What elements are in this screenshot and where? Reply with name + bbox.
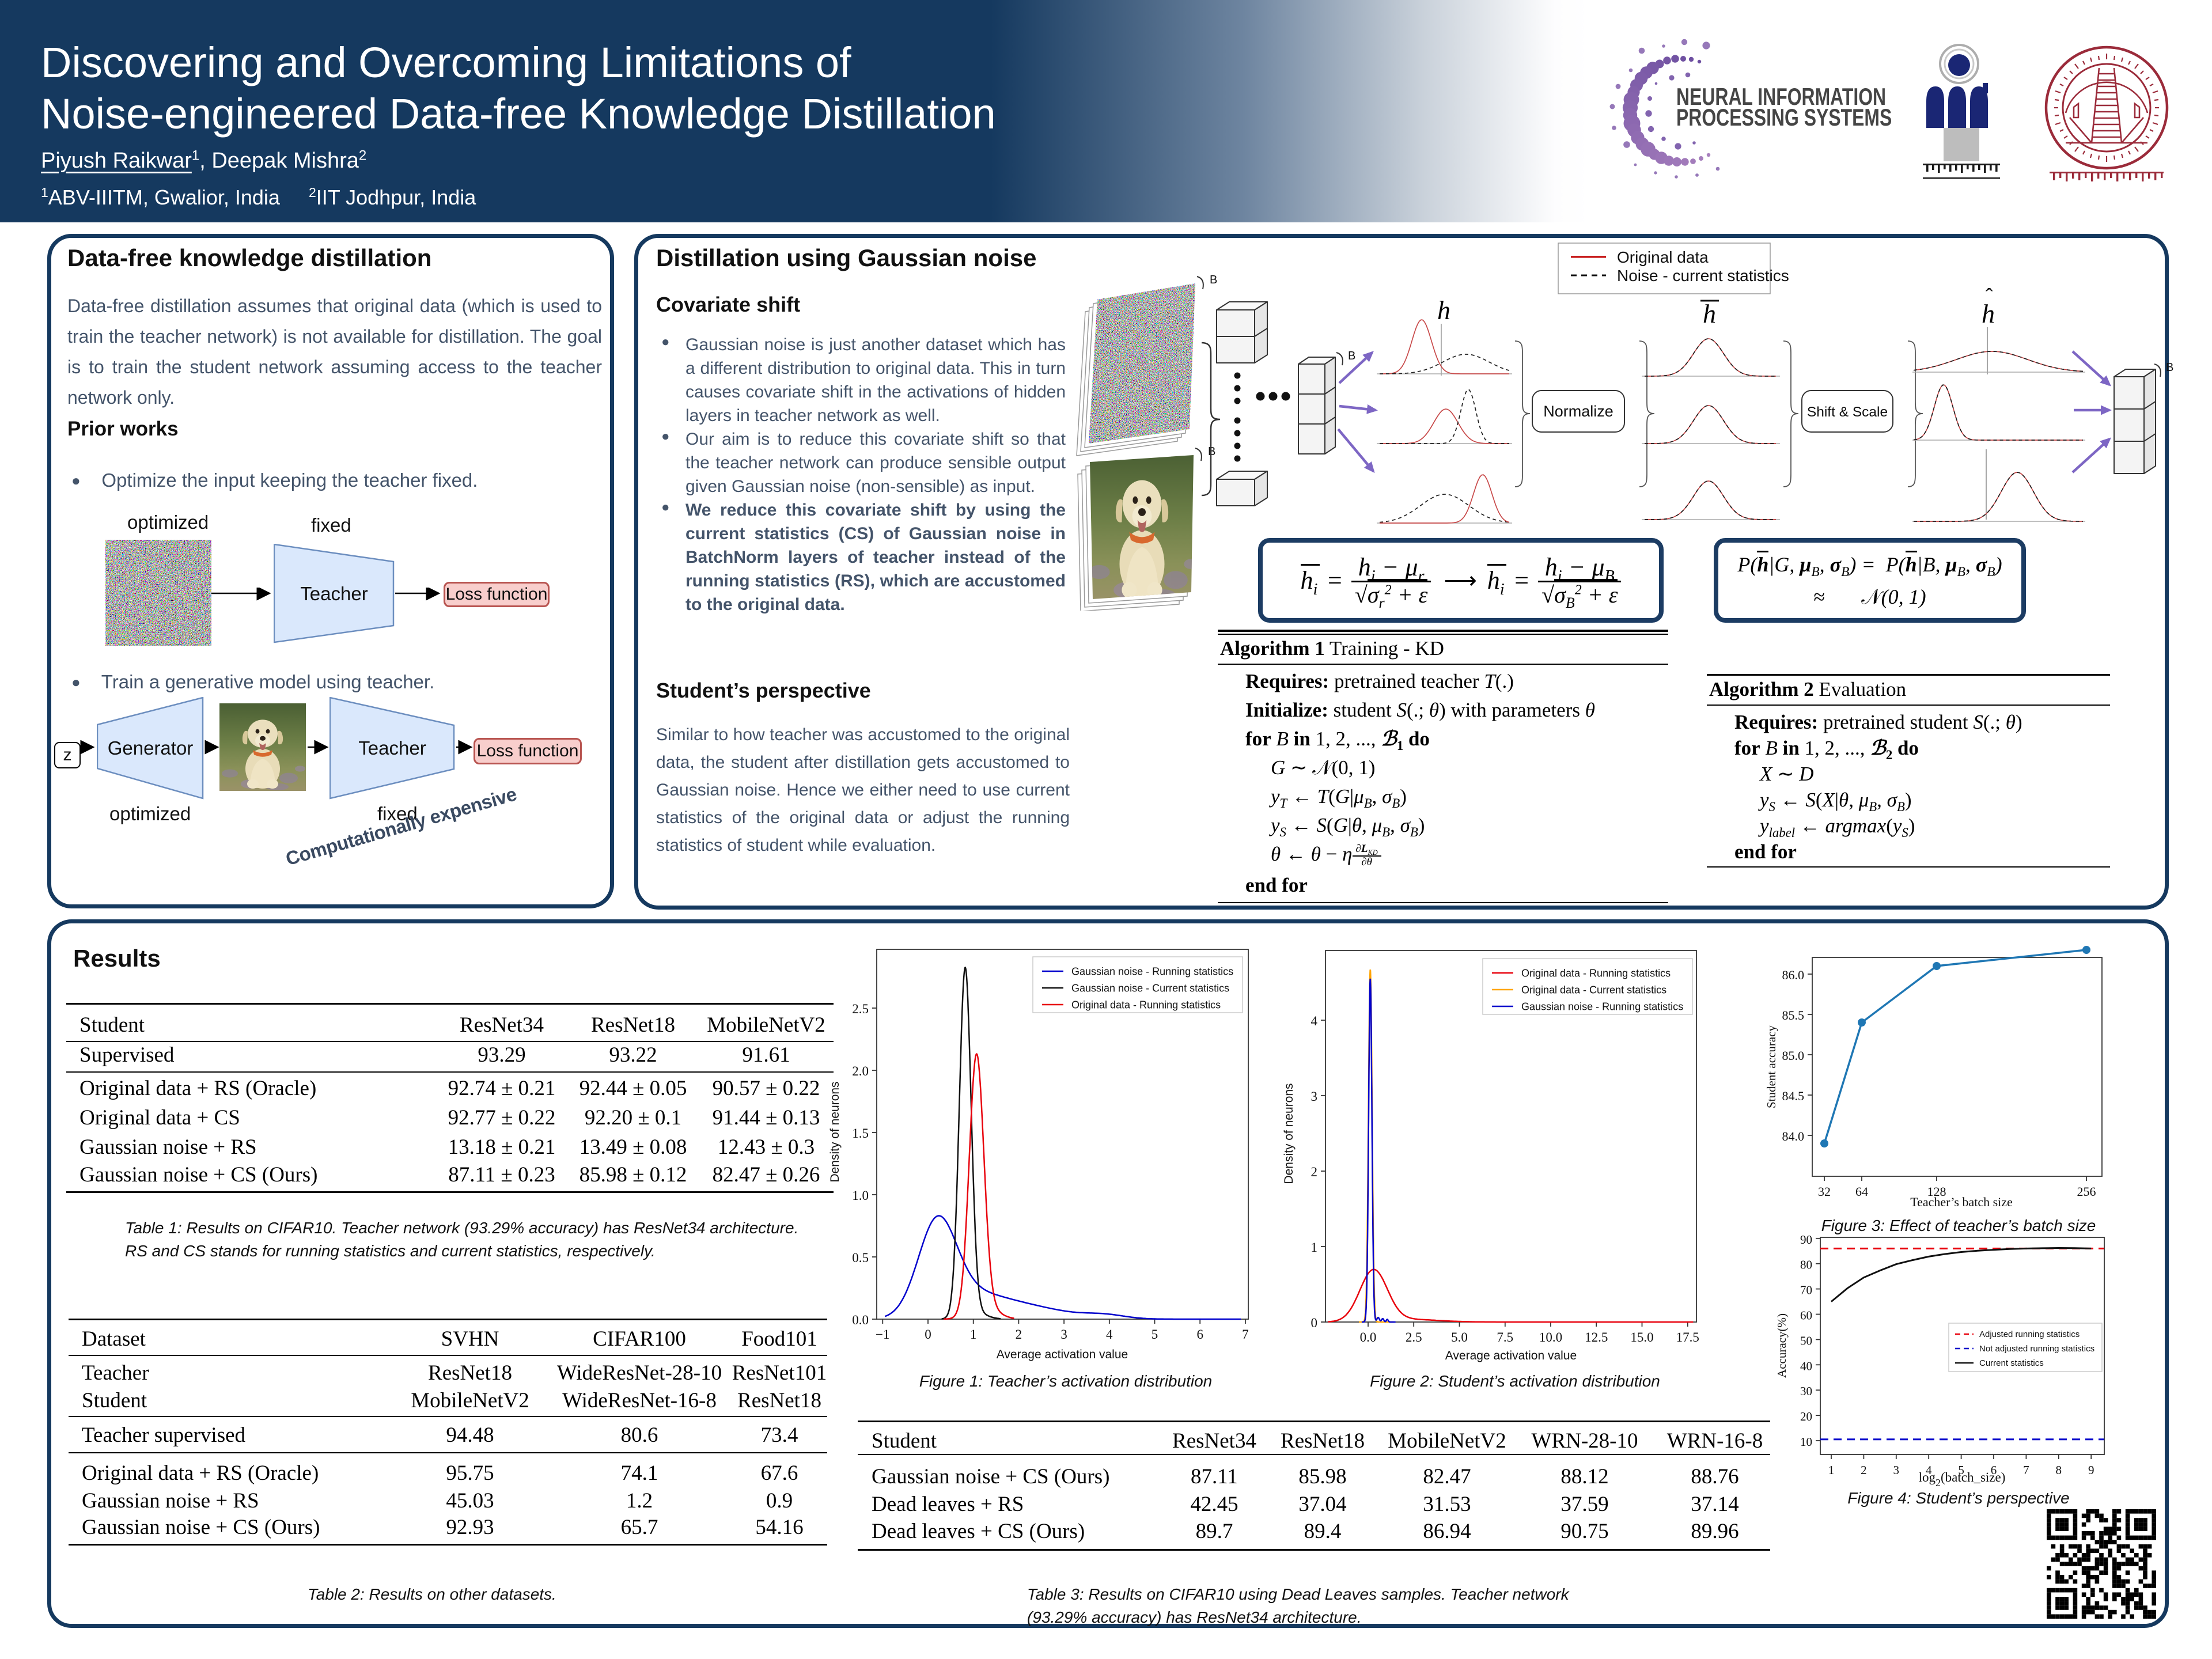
svg-text:0.5: 0.5 [852,1251,869,1265]
svg-text:−1: −1 [876,1327,889,1342]
svg-text:Original data: Original data [1617,248,1709,266]
svg-text:B: B [2166,361,2173,374]
svg-text:86.0: 86.0 [1782,968,1805,982]
svg-text:0: 0 [1311,1316,1318,1330]
svg-text:Average activation value: Average activation value [997,1348,1128,1361]
svg-text:log2(batch_size): log2(batch_size) [1919,1470,2006,1488]
svg-text:Not adjusted running statistic: Not adjusted running statistics [1979,1344,2094,1354]
svg-text:2.5: 2.5 [852,1002,869,1016]
svg-text:Accuracy(%): Accuracy(%) [1775,1313,1789,1378]
svg-text:80: 80 [1800,1258,1812,1272]
svg-text:9: 9 [2088,1463,2094,1477]
svg-text:1: 1 [970,1327,977,1342]
svg-text:5: 5 [1152,1327,1158,1342]
svg-text:3: 3 [1893,1463,1900,1477]
svg-text:20: 20 [1800,1410,1812,1423]
svg-text:7.5: 7.5 [1497,1330,1513,1344]
svg-text:2: 2 [1311,1165,1318,1179]
svg-text:1.5: 1.5 [852,1126,869,1141]
svg-text:Adjusted running statistics: Adjusted running statistics [1979,1330,2080,1339]
svg-text:7: 7 [2023,1463,2029,1477]
svg-text:85.0: 85.0 [1782,1048,1805,1063]
svg-text:15.0: 15.0 [1630,1330,1653,1344]
svg-text:B: B [1210,274,1217,286]
svg-text:3: 3 [1060,1327,1067,1342]
svg-text:2: 2 [1861,1463,1867,1477]
svg-text:7: 7 [1242,1327,1249,1342]
svg-text:Gaussian noise - Running stati: Gaussian noise - Running statistics [1521,1001,1683,1013]
svg-text:128: 128 [1927,1184,1946,1199]
svg-text:Shift & Scale: Shift & Scale [1807,404,1888,420]
svg-text:40: 40 [1800,1359,1812,1373]
svg-text:0: 0 [925,1327,931,1342]
svg-text:50: 50 [1800,1334,1812,1347]
svg-text:Average activation value: Average activation value [1445,1349,1577,1362]
svg-text:Original data - Current statis: Original data - Current statistics [1521,984,1666,996]
svg-text:3: 3 [1311,1089,1318,1104]
svg-text:Current statistics: Current statistics [1979,1358,2044,1368]
svg-text:Density of neurons: Density of neurons [828,1081,842,1182]
svg-text:32: 32 [1818,1184,1831,1199]
svg-text:Original data - Running statis: Original data - Running statistics [1071,999,1221,1011]
svg-text:Student accuracy: Student accuracy [1764,1025,1778,1108]
svg-text:B: B [1348,350,1355,362]
svg-text:85.5: 85.5 [1782,1008,1805,1022]
svg-text:84.0: 84.0 [1782,1129,1805,1143]
svg-text:6: 6 [1991,1463,1997,1477]
svg-text:60: 60 [1800,1309,1812,1323]
svg-text:h: h [1982,299,1995,328]
svg-text:Density of neurons: Density of neurons [1282,1083,1296,1184]
svg-text:17.5: 17.5 [1676,1330,1699,1344]
svg-text:4: 4 [1926,1463,1932,1477]
svg-text:256: 256 [2077,1184,2096,1199]
svg-text:5.0: 5.0 [1451,1330,1468,1344]
svg-text:B: B [1208,445,1215,458]
svg-text:6: 6 [1196,1327,1203,1342]
svg-text:0.0: 0.0 [852,1313,869,1327]
svg-text:84.5: 84.5 [1782,1089,1805,1103]
svg-text:4: 4 [1311,1014,1318,1028]
svg-text:30: 30 [1800,1384,1812,1398]
svg-text:Teacher’s batch size: Teacher’s batch size [1910,1195,2013,1209]
svg-text:Noise - current statistics: Noise - current statistics [1617,267,1789,285]
svg-text:64: 64 [1855,1184,1868,1199]
svg-text:1: 1 [1311,1240,1318,1255]
svg-text:Normalize: Normalize [1543,403,1613,420]
svg-text:2.5: 2.5 [1406,1330,1422,1344]
svg-text:1.0: 1.0 [852,1188,869,1203]
svg-text:5: 5 [1958,1463,1964,1477]
svg-text:70: 70 [1800,1283,1812,1297]
svg-text:ˆ: ˆ [1986,285,1993,309]
svg-text:0.0: 0.0 [1360,1330,1377,1344]
svg-text:h: h [1703,299,1716,328]
svg-text:h: h [1437,296,1450,325]
svg-text:90: 90 [1800,1233,1812,1247]
svg-text:2.0: 2.0 [852,1064,869,1078]
svg-text:10.0: 10.0 [1539,1330,1562,1344]
svg-text:10: 10 [1800,1435,1812,1449]
svg-text:1: 1 [1828,1463,1835,1477]
svg-text:Original data - Running statis: Original data - Running statistics [1521,968,1671,979]
svg-text:12.5: 12.5 [1585,1330,1608,1344]
svg-text:Gaussian noise - Running stati: Gaussian noise - Running statistics [1071,966,1233,978]
svg-text:8: 8 [2056,1463,2062,1477]
svg-text:2: 2 [1016,1327,1022,1342]
svg-text:Gaussian noise - Current stati: Gaussian noise - Current statistics [1071,983,1229,994]
svg-text:4: 4 [1106,1327,1113,1342]
